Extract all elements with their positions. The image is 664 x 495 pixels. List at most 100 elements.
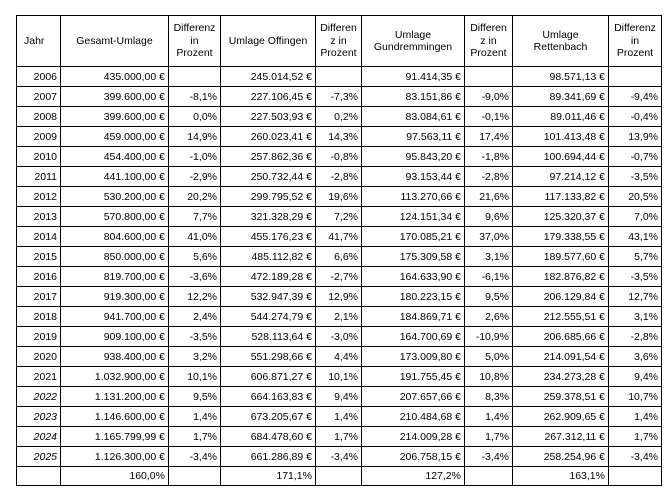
rettenbach-differenz-cell[interactable]: -3,5% (608, 266, 662, 287)
rettenbach-differenz-cell[interactable]: 12,7% (608, 286, 662, 307)
umlage-offingen-cell[interactable]: 299.795,52 € (220, 186, 316, 207)
umlage-offingen-cell[interactable]: 321.328,29 € (220, 206, 316, 227)
umlage-rettenbach-cell[interactable]: 206.685,66 € (512, 326, 609, 347)
umlage-rettenbach-cell[interactable]: 234.273,28 € (512, 366, 609, 387)
umlage-gundremmingen-cell[interactable]: 207.657,66 € (361, 386, 465, 407)
gesamt-differenz-cell[interactable]: 5,6% (168, 246, 221, 267)
rettenbach-differenz-cell[interactable]: -3,4% (608, 446, 662, 467)
umlage-gundremmingen-cell[interactable]: 113.270,66 € (361, 186, 465, 207)
year-cell[interactable]: 2018 (16, 306, 61, 327)
gesamt-umlage-cell[interactable]: 850.000,00 € (60, 246, 169, 267)
umlage-rettenbach-cell[interactable]: 212.555,51 € (512, 306, 609, 327)
umlage-offingen-cell[interactable]: 664.163,83 € (220, 386, 316, 407)
gesamt-differenz-cell[interactable]: 0,0% (168, 106, 221, 127)
gesamt-umlage-cell[interactable]: 459.000,00 € (60, 126, 169, 147)
umlage-offingen-cell[interactable]: 528.113,64 € (220, 326, 316, 347)
umlage-rettenbach-cell[interactable]: 125.320,37 € (512, 206, 609, 227)
year-cell[interactable]: 2022 (16, 386, 61, 407)
year-cell[interactable]: 2010 (16, 146, 61, 167)
rettenbach-differenz-cell[interactable]: 1,4% (608, 406, 662, 427)
footer-empty-cell[interactable] (168, 466, 221, 486)
gesamt-differenz-cell[interactable]: -8,1% (168, 86, 221, 107)
rettenbach-differenz-cell[interactable]: -2,8% (608, 326, 662, 347)
umlage-offingen-cell[interactable]: 227.503,93 € (220, 106, 316, 127)
gesamt-differenz-cell[interactable]: 41,0% (168, 226, 221, 247)
year-cell[interactable]: 2015 (16, 246, 61, 267)
gesamt-differenz-cell[interactable]: 9,5% (168, 386, 221, 407)
gundremmingen-differenz-cell[interactable]: 37,0% (464, 226, 513, 247)
header-umlage-rettenbach[interactable]: Umlage Rettenbach (512, 15, 609, 67)
year-cell[interactable]: 2008 (16, 106, 61, 127)
gundremmingen-differenz-cell[interactable]: 5,0% (464, 346, 513, 367)
umlage-rettenbach-cell[interactable]: 267.312,11 € (512, 426, 609, 447)
gundremmingen-differenz-cell[interactable]: -9,0% (464, 86, 513, 107)
offingen-differenz-cell[interactable]: 10,1% (315, 366, 362, 387)
year-cell[interactable]: 2019 (16, 326, 61, 347)
gesamt-umlage-cell[interactable]: 1.126.300,00 € (60, 446, 169, 467)
gesamt-differenz-cell[interactable]: 1,4% (168, 406, 221, 427)
gesamt-umlage-cell[interactable]: 919.300,00 € (60, 286, 169, 307)
gesamt-differenz-cell[interactable]: -1,0% (168, 146, 221, 167)
gesamt-differenz-cell[interactable]: -3,5% (168, 326, 221, 347)
umlage-rettenbach-cell[interactable]: 182.876,82 € (512, 266, 609, 287)
rettenbach-differenz-cell[interactable]: 3,1% (608, 306, 662, 327)
umlage-gundremmingen-cell[interactable]: 95.843,20 € (361, 146, 465, 167)
umlage-gundremmingen-cell[interactable]: 173.009,80 € (361, 346, 465, 367)
gundremmingen-differenz-cell[interactable]: 17,4% (464, 126, 513, 147)
footer-gundremmingen-total-change[interactable]: 127,2% (361, 466, 465, 486)
gesamt-differenz-cell[interactable]: 2,4% (168, 306, 221, 327)
umlage-rettenbach-cell[interactable]: 101.413,48 € (512, 126, 609, 147)
rettenbach-differenz-cell[interactable]: 20,5% (608, 186, 662, 207)
gesamt-umlage-cell[interactable]: 1.032.900,00 € (60, 366, 169, 387)
rettenbach-differenz-cell[interactable]: -0,7% (608, 146, 662, 167)
header-umlage-gundremmingen[interactable]: Umlage Gundremmingen (361, 15, 465, 67)
gesamt-umlage-cell[interactable]: 454.400,00 € (60, 146, 169, 167)
gesamt-umlage-cell[interactable]: 399.600,00 € (60, 86, 169, 107)
offingen-differenz-cell[interactable]: 19,6% (315, 186, 362, 207)
gundremmingen-differenz-cell[interactable]: -3,4% (464, 446, 513, 467)
year-cell[interactable]: 2021 (16, 366, 61, 387)
year-cell[interactable]: 2007 (16, 86, 61, 107)
rettenbach-differenz-cell[interactable]: 9,4% (608, 366, 662, 387)
header-jahr[interactable]: Jahr (16, 15, 61, 67)
offingen-differenz-cell[interactable] (315, 66, 362, 87)
offingen-differenz-cell[interactable]: 1,7% (315, 426, 362, 447)
gesamt-umlage-cell[interactable]: 1.146.600,00 € (60, 406, 169, 427)
rettenbach-differenz-cell[interactable]: 10,7% (608, 386, 662, 407)
umlage-offingen-cell[interactable]: 661.286,89 € (220, 446, 316, 467)
rettenbach-differenz-cell[interactable]: 13,9% (608, 126, 662, 147)
umlage-gundremmingen-cell[interactable]: 164.633,90 € (361, 266, 465, 287)
umlage-gundremmingen-cell[interactable]: 93.153,44 € (361, 166, 465, 187)
offingen-differenz-cell[interactable]: -7,3% (315, 86, 362, 107)
footer-gesamt-total-change[interactable]: 160,0% (60, 466, 169, 486)
gesamt-differenz-cell[interactable]: -3,6% (168, 266, 221, 287)
year-cell[interactable]: 2020 (16, 346, 61, 367)
gesamt-umlage-cell[interactable]: 570.800,00 € (60, 206, 169, 227)
rettenbach-differenz-cell[interactable] (608, 66, 662, 87)
rettenbach-differenz-cell[interactable]: 43,1% (608, 226, 662, 247)
umlage-rettenbach-cell[interactable]: 100.694,44 € (512, 146, 609, 167)
gundremmingen-differenz-cell[interactable]: 9,5% (464, 286, 513, 307)
offingen-differenz-cell[interactable]: -3,0% (315, 326, 362, 347)
gesamt-umlage-cell[interactable]: 941.700,00 € (60, 306, 169, 327)
footer-empty-cell[interactable] (464, 466, 513, 486)
umlage-gundremmingen-cell[interactable]: 175.309,58 € (361, 246, 465, 267)
gundremmingen-differenz-cell[interactable]: 8,3% (464, 386, 513, 407)
year-cell[interactable]: 2024 (16, 426, 61, 447)
offingen-differenz-cell[interactable]: 9,4% (315, 386, 362, 407)
umlage-rettenbach-cell[interactable]: 97.214,12 € (512, 166, 609, 187)
gesamt-differenz-cell[interactable]: -2,9% (168, 166, 221, 187)
gesamt-umlage-cell[interactable]: 435.000,00 € (60, 66, 169, 87)
offingen-differenz-cell[interactable]: 7,2% (315, 206, 362, 227)
year-cell[interactable]: 2023 (16, 406, 61, 427)
rettenbach-differenz-cell[interactable]: 7,0% (608, 206, 662, 227)
umlage-gundremmingen-cell[interactable]: 191.755,45 € (361, 366, 465, 387)
gesamt-umlage-cell[interactable]: 909.100,00 € (60, 326, 169, 347)
gesamt-umlage-cell[interactable]: 441.100,00 € (60, 166, 169, 187)
umlage-gundremmingen-cell[interactable]: 184.869,71 € (361, 306, 465, 327)
offingen-differenz-cell[interactable]: 14,3% (315, 126, 362, 147)
offingen-differenz-cell[interactable]: 2,1% (315, 306, 362, 327)
umlage-offingen-cell[interactable]: 227.106,45 € (220, 86, 316, 107)
year-cell[interactable]: 2012 (16, 186, 61, 207)
offingen-differenz-cell[interactable]: -0,8% (315, 146, 362, 167)
